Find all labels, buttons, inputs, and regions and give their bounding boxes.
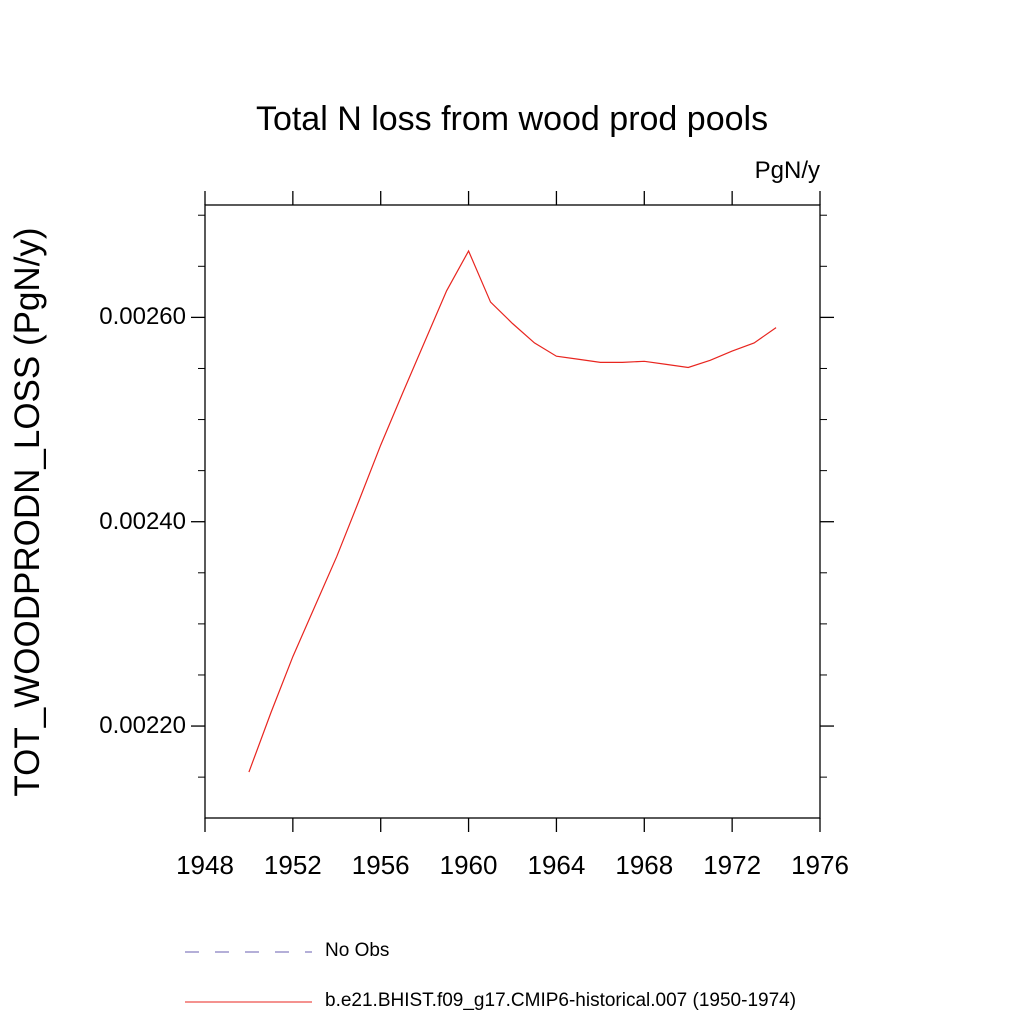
y-tick-label: 0.00260 — [99, 303, 186, 331]
legend-label: No Obs — [325, 940, 390, 961]
plot-frame — [204, 204, 821, 819]
legend-label: b.e21.BHIST.f09_g17.CMIP6-historical.007… — [325, 990, 797, 1011]
units-label: PgN/y — [754, 157, 820, 184]
legend-lines — [185, 951, 312, 1003]
chart-title: Total N loss from wood prod pools — [255, 100, 769, 138]
x-tick-label: 1976 — [791, 850, 849, 880]
series-layer — [248, 249, 777, 773]
x-tick-label: 1972 — [703, 850, 762, 880]
y-tick-label: 0.00220 — [99, 712, 186, 740]
x-tick-label: 1952 — [263, 850, 322, 880]
y-axis-label: TOT_WOODPRODN_LOSS (PgN/y) — [8, 227, 47, 797]
legend-item-model: b.e21.BHIST.f09_g17.CMIP6-historical.007… — [185, 990, 885, 1014]
axis-ticks — [191, 191, 834, 832]
x-tick-label: 1964 — [527, 850, 586, 880]
series-line — [248, 249, 777, 773]
x-tick-label: 1960 — [439, 850, 498, 880]
x-tick-label: 1968 — [615, 850, 674, 880]
x-tick-label: 1948 — [176, 850, 234, 880]
y-tick-label: 0.00240 — [99, 507, 186, 535]
x-tick-label: 1956 — [351, 850, 410, 880]
legend-item-no-obs: No Obs — [185, 940, 885, 964]
